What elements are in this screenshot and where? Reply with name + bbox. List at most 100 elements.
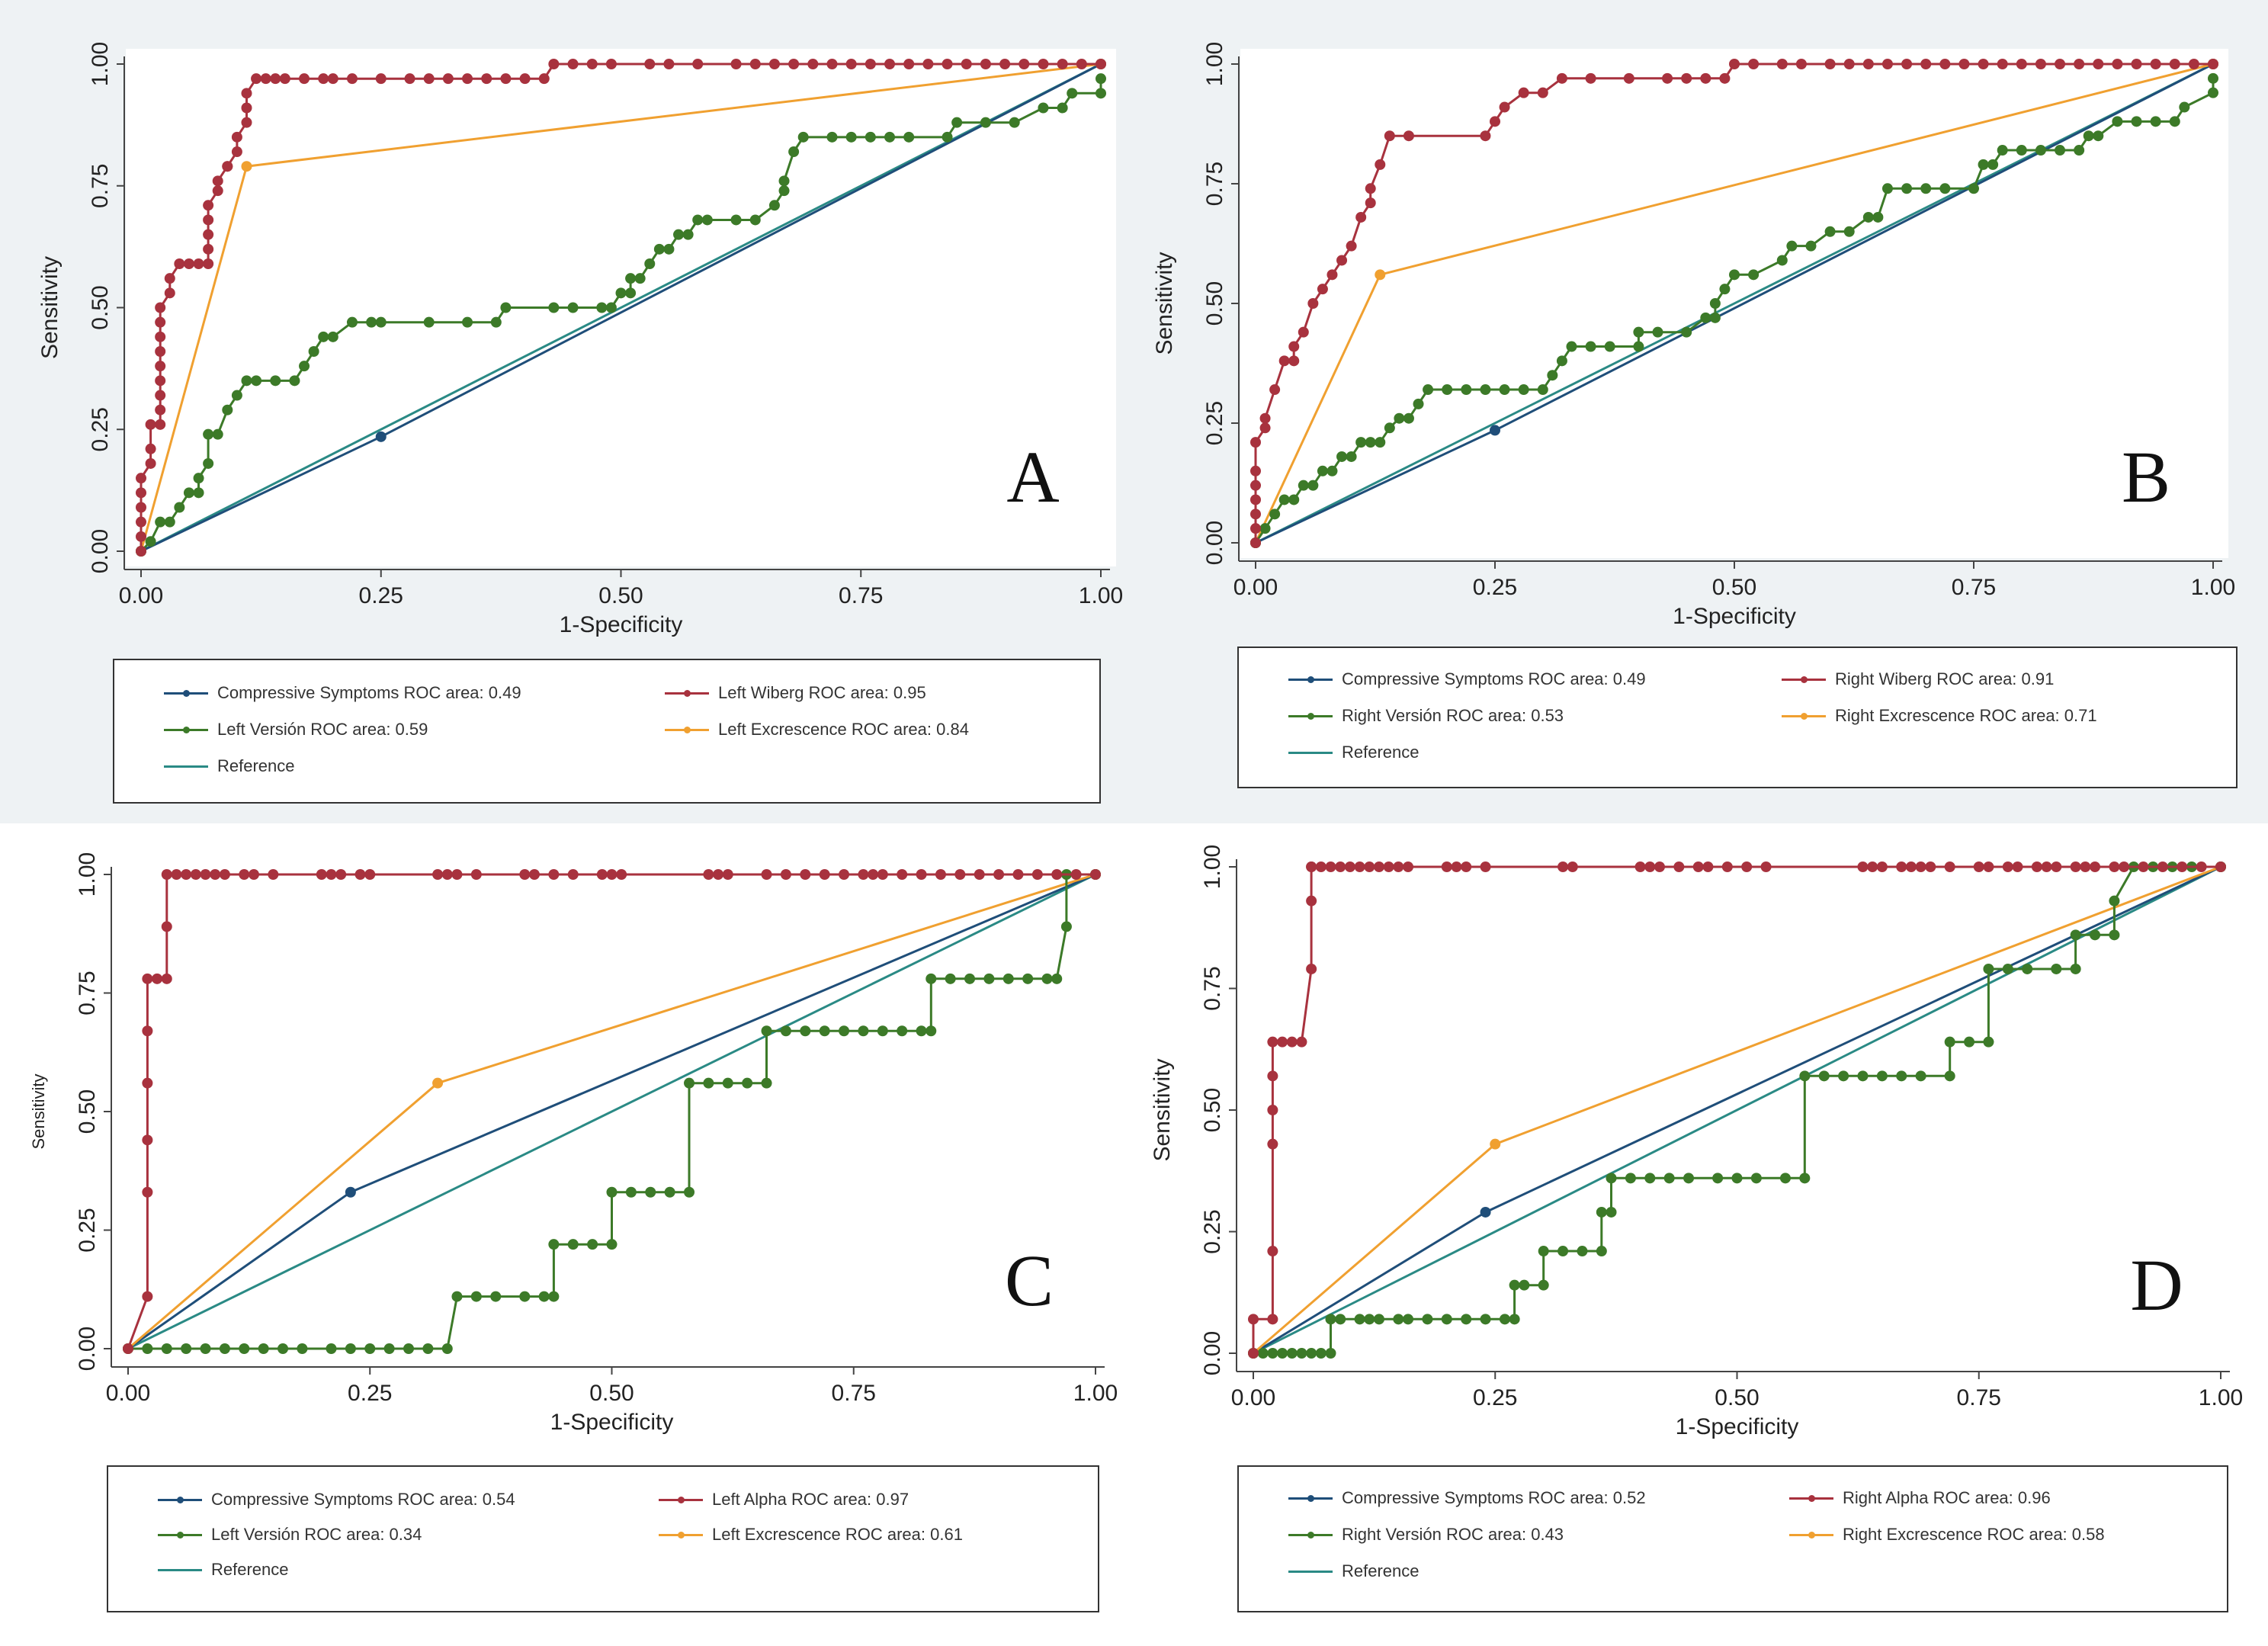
data-point-left-versi-n (519, 1291, 531, 1302)
data-point-left-versi-n (345, 1343, 356, 1354)
data-point-right-versi-n (1278, 494, 1290, 505)
legend-marker (1801, 713, 1808, 720)
data-point-left-versi-n (1009, 117, 1020, 128)
data-point-left-versi-n (596, 302, 608, 313)
data-point-left-versi-n (490, 316, 502, 328)
legend-label: Left Alpha ROC area: 0.97 (712, 1490, 909, 1509)
series-line-left-versi-n (128, 873, 1096, 1350)
data-point-left-versi-n (980, 117, 991, 128)
y-axis-title: Sensitivity (37, 256, 63, 359)
data-point-right-versi-n (1750, 1173, 1762, 1184)
data-point-left-versi-n (289, 375, 300, 387)
data-point-right-wiberg (1939, 59, 1951, 69)
legend-label: Compressive Symptoms ROC area: 0.49 (217, 683, 521, 702)
data-point-right-versi-n (1644, 1173, 1656, 1184)
data-point-right-versi-n (2022, 963, 2033, 974)
data-point-right-alpha (2080, 862, 2091, 872)
data-point-right-versi-n (1375, 437, 1386, 448)
data-point-left-wiberg (567, 59, 579, 69)
data-point-right-versi-n (1818, 1070, 1830, 1082)
data-point-left-wiberg (548, 59, 560, 69)
data-point-left-wiberg (1096, 59, 1106, 69)
data-point-left-versi-n (684, 1186, 695, 1198)
data-point-left-alpha (1031, 869, 1043, 880)
data-point-right-alpha (1403, 862, 1414, 872)
panel-a: 0.00 0.25 0.50 0.75 1.00 0.00 0.25 0.50 0.75 1.00… (0, 0, 1134, 823)
data-point-right-versi-n (1480, 384, 1491, 396)
data-point-left-versi-n (778, 175, 790, 187)
data-point-left-wiberg (241, 102, 252, 114)
roc-chart-c: 0.00 0.25 0.50 0.75 1.00 0.00 0.25 0.50 0.75 1.00… (29, 852, 1118, 1435)
data-point-left-alpha (858, 869, 869, 880)
data-point-right-versi-n (1499, 1314, 1510, 1325)
data-point-right-versi-n (1288, 494, 1300, 505)
data-point-left-versi-n (326, 1343, 337, 1354)
data-point-right-versi-n (1269, 509, 1281, 520)
data-point-left-wiberg (1057, 59, 1068, 69)
data-point-right-versi-n (2035, 145, 2046, 156)
data-point-right-versi-n (1896, 1070, 1907, 1082)
data-point-left-wiberg (136, 487, 146, 499)
data-point-left-versi-n (1060, 921, 1072, 932)
legend-d: Compressive Symptoms ROC area: 0.52 Right… (1237, 1465, 2228, 1612)
data-point-right-wiberg (1346, 240, 1357, 252)
data-point-left-wiberg (136, 473, 146, 484)
data-point-left-versi-n (364, 1343, 376, 1354)
data-point-right-versi-n (1881, 183, 1893, 194)
data-point-left-versi-n (877, 1025, 888, 1037)
data-point-left-wiberg (500, 73, 512, 85)
panel-letter: B (2122, 436, 2170, 518)
data-point-right-wiberg (1958, 59, 1970, 69)
data-point-left-versi-n (780, 1025, 791, 1037)
x-tick-label: 0.25 (348, 1381, 392, 1406)
data-point-right-wiberg (1518, 87, 1529, 98)
data-point-right-wiberg (1920, 59, 1932, 69)
data-point-right-versi-n (2090, 929, 2101, 941)
legend-marker (1307, 1495, 1314, 1502)
data-point-right-alpha (1557, 862, 1569, 872)
data-point-right-versi-n (1286, 1348, 1298, 1359)
data-point-right-wiberg (1375, 159, 1386, 170)
data-point-left-versi-n (231, 390, 242, 401)
x-tick-label: 0.00 (1233, 575, 1278, 600)
data-point-left-wiberg (212, 175, 223, 187)
data-point-left-wiberg (922, 59, 934, 69)
legend-marker (1307, 676, 1314, 683)
data-point-left-versi-n (625, 1186, 637, 1198)
data-point-left-wiberg (980, 59, 991, 69)
legend-label: Reference (211, 1560, 289, 1579)
data-point-right-versi-n (1346, 451, 1357, 462)
data-point-right-versi-n (1968, 183, 1979, 194)
data-point-left-wiberg (903, 59, 915, 69)
data-point-left-alpha (210, 869, 221, 880)
data-point-right-alpha (1306, 895, 1317, 906)
data-point-left-wiberg (164, 273, 175, 284)
data-point-right-versi-n (2016, 145, 2027, 156)
data-point-right-versi-n (1700, 312, 1711, 323)
data-point-right-versi-n (1354, 1314, 1365, 1325)
data-point-right-versi-n (1729, 269, 1740, 281)
data-point-right-wiberg (2074, 59, 2085, 69)
data-point-right-wiberg (1250, 480, 1261, 491)
data-point-left-versi-n (730, 214, 742, 226)
data-point-right-wiberg (2055, 59, 2066, 69)
data-point-right-versi-n (1325, 1314, 1336, 1325)
x-tick-label: 0.00 (106, 1381, 150, 1406)
data-point-right-versi-n (1394, 412, 1405, 424)
legend-c: Compressive Symptoms ROC area: 0.54 Left … (107, 1465, 1099, 1612)
data-point-left-versi-n (270, 375, 281, 387)
data-point-right-wiberg (2093, 59, 2104, 69)
legend-swatch (158, 1497, 202, 1503)
legend-label: Compressive Symptoms ROC area: 0.54 (211, 1490, 515, 1509)
data-point-left-wiberg (155, 419, 166, 430)
roc-chart-d: 0.00 0.25 0.50 0.75 1.00 0.00 0.25 0.50 0.75 1.00… (1150, 845, 2243, 1439)
data-point-left-versi-n (797, 131, 809, 143)
data-point-right-wiberg (1288, 355, 1300, 367)
legend-label: Compressive Symptoms ROC area: 0.52 (1342, 1488, 1646, 1507)
data-point-left-alpha (1090, 869, 1101, 880)
data-point-left-versi-n (761, 1025, 772, 1037)
data-point-right-alpha (1267, 1138, 1278, 1150)
data-point-left-alpha (993, 869, 1005, 880)
data-point-left-alpha (142, 1077, 153, 1089)
panel-letter: A (1006, 436, 1059, 518)
